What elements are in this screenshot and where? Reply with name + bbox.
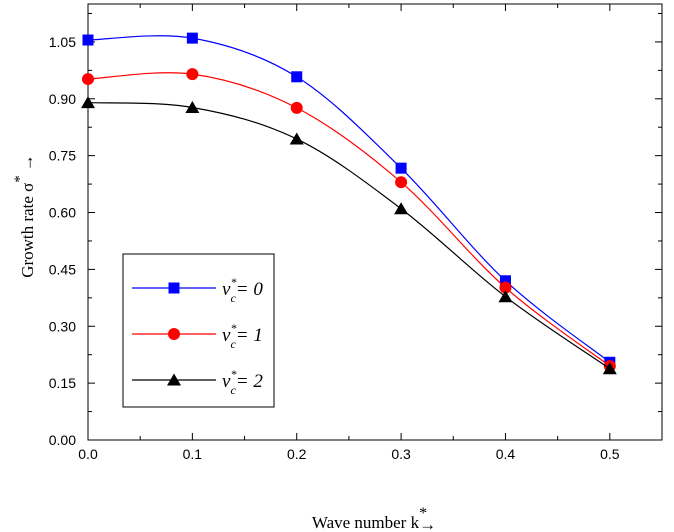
series-2: [81, 96, 617, 375]
series-line: [87, 101, 611, 370]
plot-frame: [87, 3, 663, 441]
x-tick-label: 0.5: [600, 446, 620, 462]
series-layer: [81, 32, 617, 375]
series-1: [82, 68, 616, 373]
data-point: [186, 32, 198, 44]
y-tick-label: 0.75: [49, 148, 76, 164]
data-point: [81, 96, 95, 109]
legend: ν* c= 0 ν* c= 1 ν* c= 2: [122, 253, 275, 408]
legend-marker: [167, 373, 181, 386]
x-tick-label: 0.2: [287, 446, 307, 462]
data-point: [289, 132, 304, 145]
y-tick-label: 0.00: [49, 432, 76, 448]
legend-label: ν* c= 1: [222, 321, 263, 351]
x-tick-label: 0.0: [78, 446, 98, 462]
y-tick-label: 0.15: [49, 375, 76, 391]
data-point: [499, 281, 512, 294]
legend-label: ν* c= 0: [222, 275, 263, 305]
data-point: [290, 101, 303, 114]
data-point: [395, 176, 408, 189]
legend-box: [122, 253, 275, 408]
legend-marker: [168, 328, 180, 340]
legend-label: ν* c= 2: [222, 367, 263, 397]
data-point: [82, 73, 94, 86]
y-tick-label: 1.05: [49, 34, 76, 50]
data-point: [394, 202, 409, 215]
data-point: [185, 101, 200, 114]
y-tick-label: 0.45: [49, 261, 76, 277]
axes: 0.0 0.1 0.2 0.3 0.4 0.5 0.00 0.15 0.30 0.45 0.60 0.…: [49, 3, 663, 462]
data-point: [395, 162, 407, 174]
data-point: [602, 362, 617, 375]
x-tick-label: 0.3: [391, 446, 411, 462]
x-tick-label: 0.4: [496, 446, 516, 462]
data-point: [291, 71, 303, 83]
y-tick-label: 0.30: [49, 318, 76, 334]
data-point: [498, 290, 513, 303]
y-axis-title: Growth rate σ*→: [12, 154, 37, 278]
axis-titles: Growth rate σ*→ Wave number k* →: [12, 154, 436, 532]
data-point: [499, 275, 511, 287]
legend-marker: [168, 282, 180, 294]
data-point: [186, 68, 199, 81]
x-axis-title: Wave number k* →: [312, 505, 436, 532]
data-point: [82, 34, 94, 46]
y-tick-label: 0.60: [49, 205, 76, 221]
y-tick-label: 0.90: [49, 91, 76, 107]
x-tick-label: 0.1: [183, 446, 203, 462]
